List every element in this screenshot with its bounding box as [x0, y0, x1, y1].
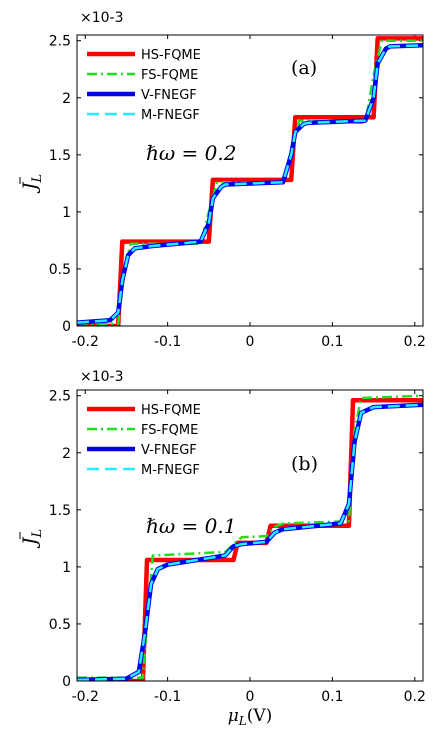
- axes-box: [76, 389, 424, 682]
- hbar-omega-annotation: ℏω = 0.2: [146, 141, 236, 165]
- y-axis-label: JL: [19, 529, 45, 549]
- y-tick-labels: 0 0.5 1 1.5 2 2.5: [49, 389, 71, 690]
- x-tick-label: 0: [246, 334, 255, 350]
- x-axis-label: μL(V): [228, 706, 273, 728]
- y-tick-labels: 0 0.5 1 1.5 2 2.5: [49, 34, 71, 335]
- legend-label: V-FNEGF: [141, 443, 197, 458]
- x-tick-label: -0.2: [72, 334, 99, 350]
- y-tick-label: 0.5: [49, 262, 71, 278]
- y-tick-label: 1: [62, 205, 71, 221]
- y-tick-label: 1.5: [49, 148, 71, 164]
- y-tick-label: 0.5: [49, 617, 71, 633]
- legend: HS-FQME FS-FQME V-FNEGF M-FNEGF: [87, 48, 201, 123]
- series-layer: [77, 394, 423, 681]
- x-tick-labels: -0.2 -0.1 0 0.1 0.2: [72, 689, 426, 705]
- legend-label: HS-FQME: [141, 403, 201, 418]
- series-layer: [77, 36, 423, 326]
- panel-label: (b): [291, 453, 318, 475]
- hbar-omega-annotation: ℏω = 0.1: [146, 514, 236, 538]
- y-tick-label: 2.5: [49, 34, 71, 50]
- x-tick-label: -0.1: [154, 689, 181, 705]
- legend-label: FS-FQME: [141, 68, 198, 83]
- x-tick-label: 0: [246, 689, 255, 705]
- panel-a: -0.2 -0.1 0 0.1 0.2 0 0.5 1 1.5 2 2.5 ×10-3 JL (a…: [19, 10, 426, 350]
- y-tick-label: 0: [62, 674, 71, 690]
- legend-label: V-FNEGF: [141, 88, 197, 103]
- y-tick-label: 1.5: [49, 503, 71, 519]
- series-line-m-fnegf: [77, 403, 423, 681]
- legend: HS-FQME FS-FQME V-FNEGF M-FNEGF: [87, 403, 201, 478]
- svg-text:JL: JL: [19, 174, 45, 194]
- y-tick-label: 2.5: [49, 389, 71, 405]
- legend-label: M-FNEGF: [141, 463, 200, 478]
- axes-box: [76, 34, 424, 327]
- svg-text:JL: JL: [19, 529, 45, 549]
- y-tick-label: 0: [62, 319, 71, 335]
- y-tick-label: 1: [62, 560, 71, 576]
- y-exponent-label: ×10-3: [80, 369, 124, 385]
- x-tick-label: 0.1: [321, 689, 343, 705]
- x-tick-labels: -0.2 -0.1 0 0.1 0.2: [72, 334, 426, 350]
- y-axis-label: JL: [19, 174, 45, 194]
- y-tick-label: 2: [62, 91, 71, 107]
- x-tick-label: -0.2: [72, 689, 99, 705]
- legend-label: M-FNEGF: [141, 108, 200, 123]
- y-tick-label: 2: [62, 446, 71, 462]
- panel-b: -0.2 -0.1 0 0.1 0.2 0 0.5 1 1.5 2 2.5 ×10-3 JL (b…: [19, 369, 426, 705]
- panel-label: (a): [291, 57, 317, 79]
- x-tick-label: 0.2: [404, 689, 426, 705]
- legend-label: HS-FQME: [141, 48, 201, 63]
- x-tick-label: 0.2: [404, 334, 426, 350]
- legend-label: FS-FQME: [141, 423, 198, 438]
- x-tick-label: -0.1: [154, 334, 181, 350]
- series-line-fs-fqme: [77, 394, 423, 679]
- y-exponent-label: ×10-3: [80, 10, 124, 26]
- x-tick-label: 0.1: [321, 334, 343, 350]
- series-line-m-fnegf: [77, 44, 423, 324]
